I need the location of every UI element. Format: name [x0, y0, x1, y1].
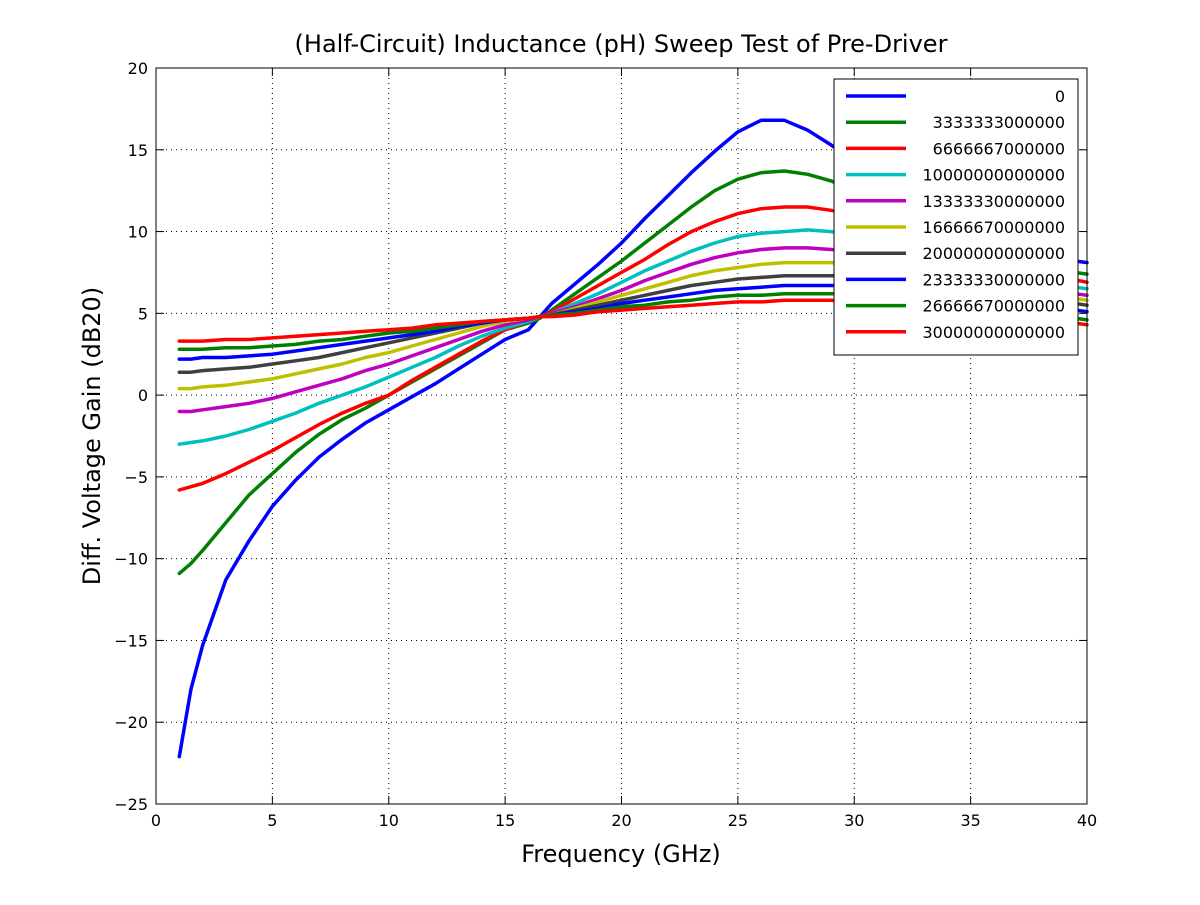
legend-label-4: 10000000000000 [922, 166, 1065, 185]
legend-label-7: 20000000000000 [922, 244, 1065, 263]
x-axis-label: Frequency (GHz) [521, 840, 721, 868]
x-tick-label: 30 [844, 811, 864, 830]
legend: 0 3333333000000 6666667000000 1000000000000… [833, 78, 1079, 356]
y-tick-label: 10 [128, 223, 148, 242]
ticks: 0 5 10 15 20 25 30 35 40 −25 −20 −15 −10 −5 0 5 10 15 20 [114, 59, 1097, 830]
legend-label-5: 13333330000000 [922, 192, 1065, 211]
legend-label-3: 6666667000000 [933, 139, 1065, 158]
legend-label-2: 3333333000000 [933, 113, 1065, 132]
legend-box [833, 78, 1079, 356]
x-tick-label: 10 [379, 811, 399, 830]
x-tick-label: 25 [728, 811, 748, 830]
y-tick-label: 15 [128, 141, 148, 160]
y-tick-label: 5 [138, 304, 148, 323]
y-tick-label: −15 [114, 631, 148, 650]
chart-title: (Half-Circuit) Inductance (pH) Sweep Tes… [295, 30, 948, 58]
y-tick-label: 0 [138, 386, 148, 405]
legend-label-1: 0 [1055, 87, 1065, 106]
y-tick-label: −10 [114, 550, 148, 569]
x-tick-label: 40 [1077, 811, 1097, 830]
legend-label-8: 23333330000000 [922, 270, 1065, 289]
x-tick-label: 5 [267, 811, 277, 830]
y-tick-label: −25 [114, 795, 148, 814]
legend-label-6: 16666670000000 [922, 218, 1065, 237]
x-tick-label: 0 [151, 811, 161, 830]
y-tick-label: −5 [124, 468, 148, 487]
y-tick-label: 20 [128, 59, 148, 78]
legend-label-10: 30000000000000 [922, 323, 1065, 342]
y-tick-label: −20 [114, 713, 148, 732]
legend-label-9: 26666670000000 [922, 297, 1065, 316]
x-tick-label: 20 [611, 811, 631, 830]
x-tick-label: 35 [960, 811, 980, 830]
x-tick-label: 15 [495, 811, 515, 830]
y-axis-label: Diff. Voltage Gain (dB20) [78, 287, 106, 585]
